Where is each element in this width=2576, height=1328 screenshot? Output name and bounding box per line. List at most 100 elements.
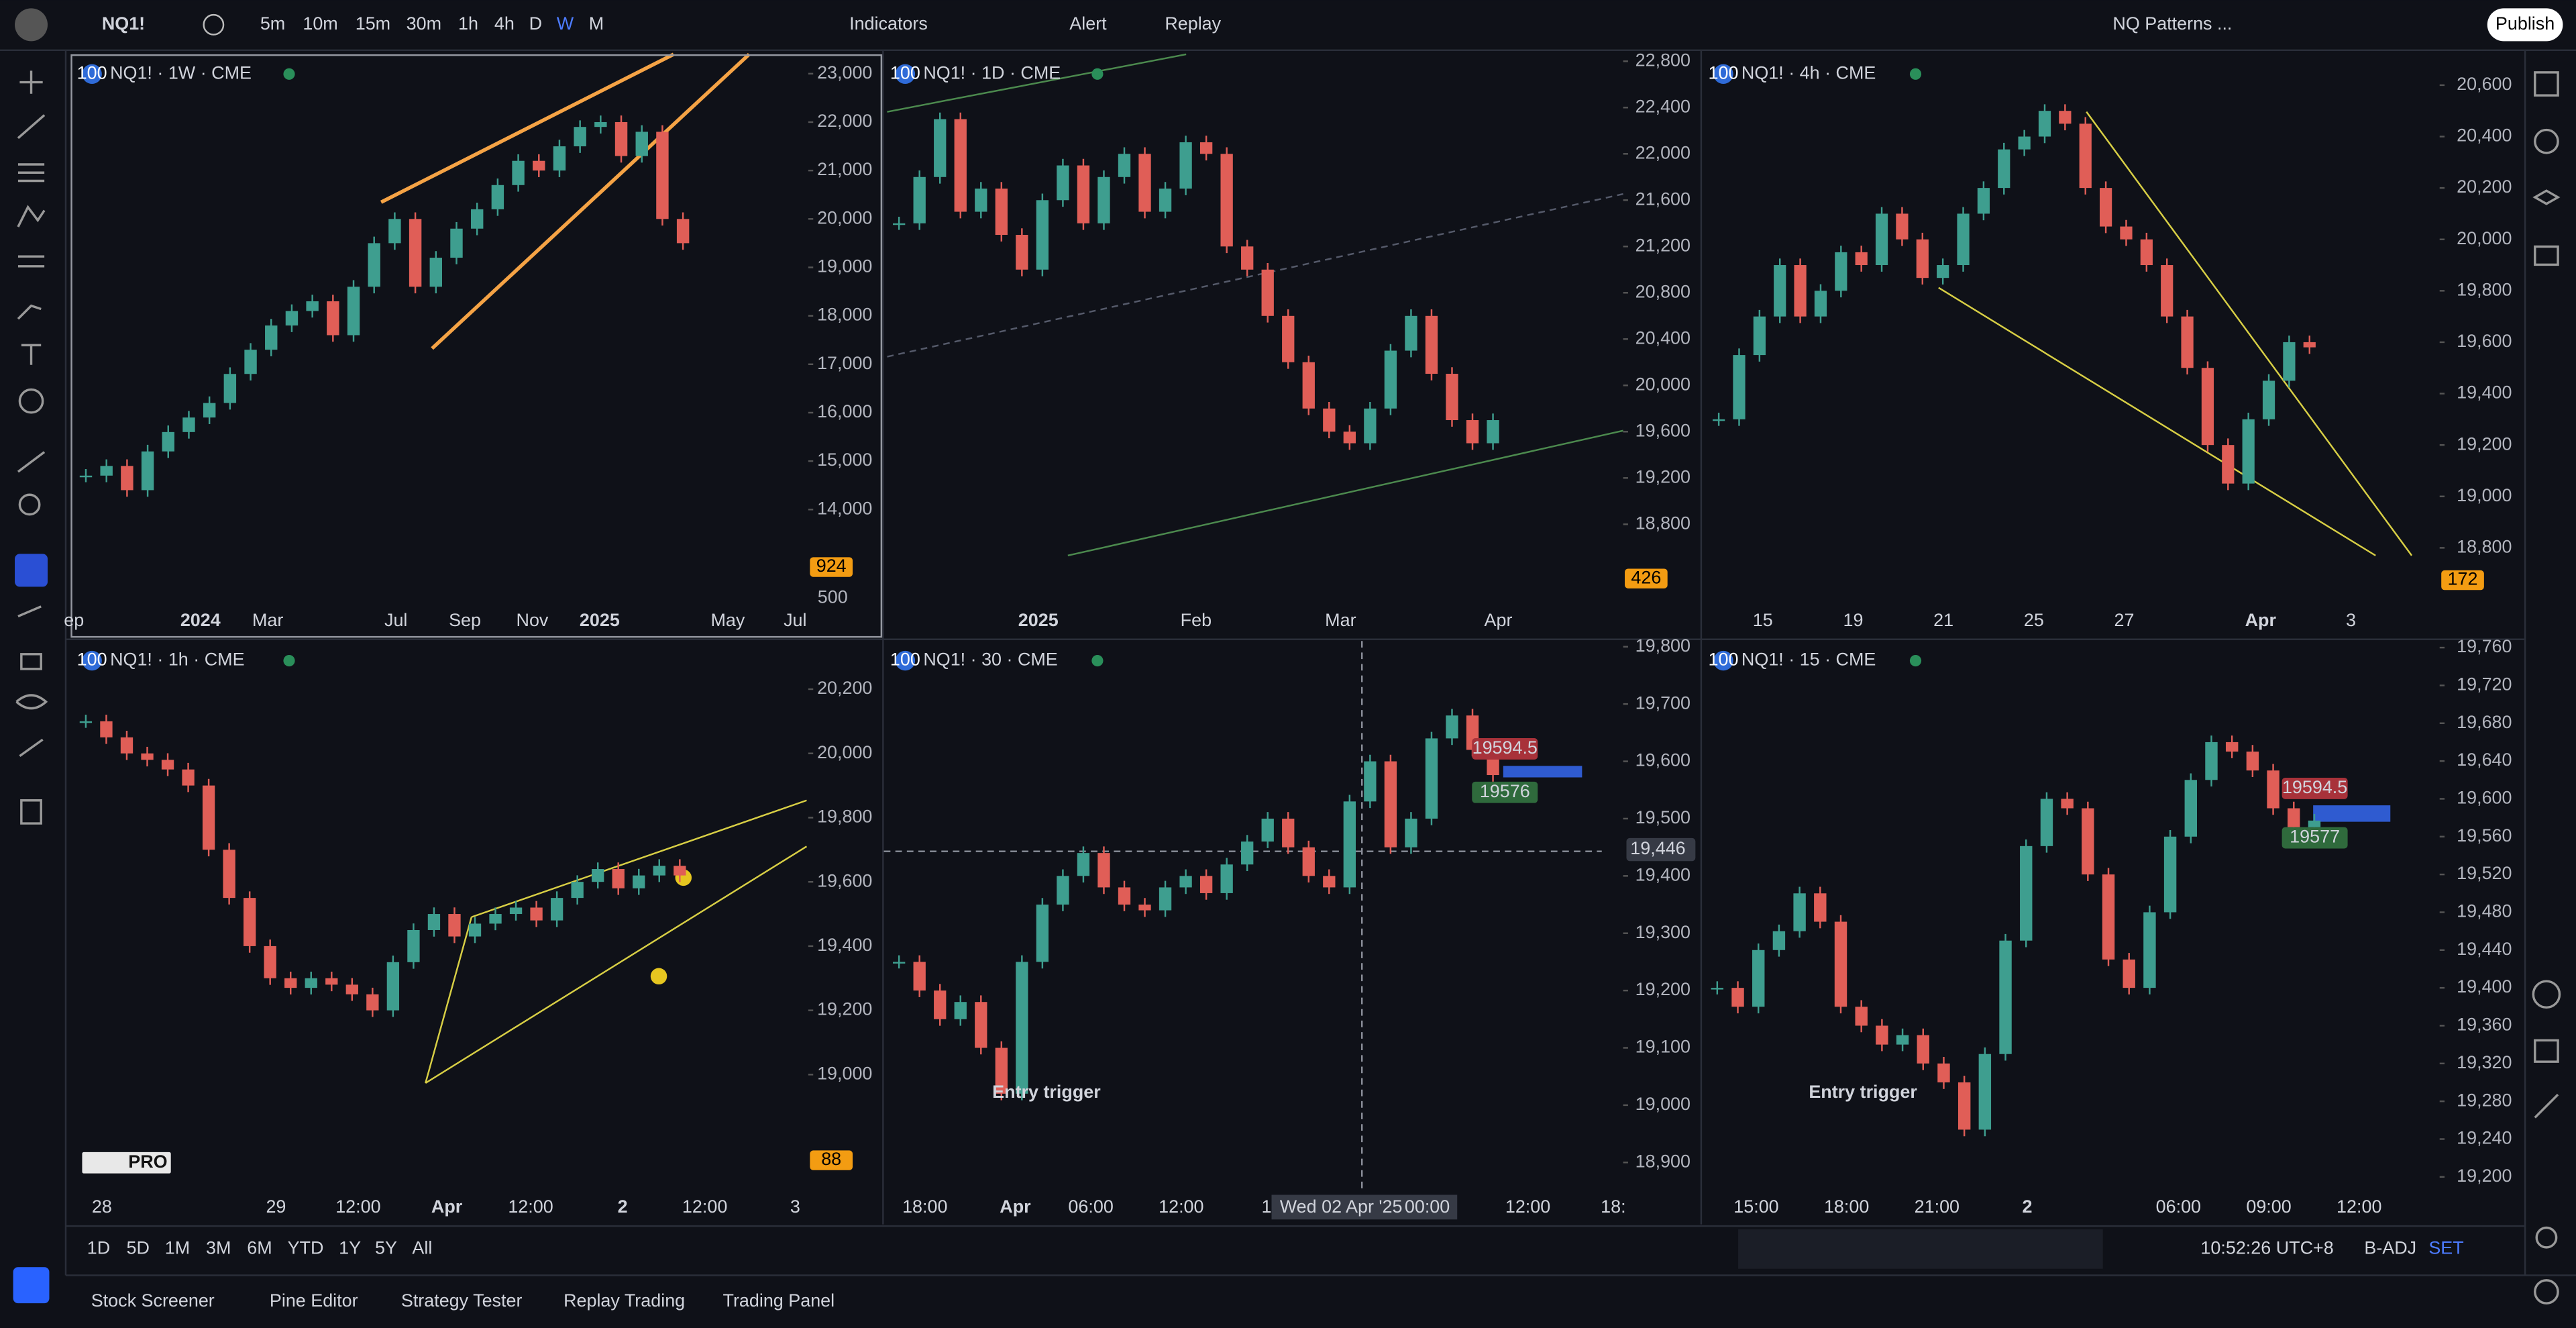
- y-tick-label: 19,500: [1635, 807, 1690, 827]
- panel-title[interactable]: NQ1! · 15 · CME: [1741, 650, 1876, 670]
- layout-name[interactable]: NQ Patterns ...: [2112, 13, 2232, 34]
- candle: [1772, 931, 1786, 950]
- candle: [2102, 874, 2115, 960]
- footer-tab[interactable]: Replay Trading: [564, 1290, 685, 1311]
- footer-tab[interactable]: Pine Editor: [270, 1290, 358, 1311]
- candle: [2099, 188, 2112, 227]
- interval[interactable]: 15m: [356, 13, 390, 34]
- x-tick-label: Feb: [1181, 610, 1212, 630]
- price-tag-label: 19576: [1480, 781, 1530, 801]
- footer-tab[interactable]: Stock Screener: [91, 1290, 215, 1311]
- interval[interactable]: 5m: [260, 13, 285, 34]
- y-tick-label: 19,320: [2457, 1052, 2512, 1072]
- candle: [653, 866, 665, 876]
- candle: [1752, 950, 1765, 1007]
- y-tick-label: 19,560: [2457, 825, 2512, 846]
- session[interactable]: SET: [2428, 1237, 2463, 1258]
- y-tick-label: 17,000: [817, 353, 872, 373]
- interval[interactable]: 4h: [494, 13, 515, 34]
- footer-tab[interactable]: Strategy Tester: [401, 1290, 523, 1311]
- y-tick-label: 19,200: [2457, 1166, 2512, 1186]
- candle: [448, 914, 461, 937]
- y-tick-label: 20,800: [1635, 281, 1690, 301]
- x-tick-label: 21: [1933, 610, 1953, 630]
- candle: [2038, 111, 2051, 137]
- badge: 100: [1709, 62, 1739, 83]
- candle: [2288, 808, 2300, 827]
- publish[interactable]: Publish: [2496, 13, 2555, 34]
- adjust[interactable]: B-ADJ: [2364, 1237, 2416, 1258]
- candle: [2079, 123, 2092, 189]
- favorites[interactable]: [13, 1267, 50, 1304]
- range-button[interactable]: All: [412, 1237, 432, 1258]
- indicators[interactable]: Indicators: [849, 13, 928, 34]
- candle: [1834, 921, 1847, 1007]
- magnet-active[interactable]: [15, 554, 48, 587]
- candle: [656, 132, 669, 219]
- interval[interactable]: D: [529, 13, 542, 34]
- candle: [975, 1002, 987, 1048]
- add-symbol[interactable]: [203, 13, 225, 36]
- panel-title[interactable]: NQ1! · 30 · CME: [923, 650, 1057, 670]
- candle: [1057, 165, 1069, 201]
- y-tick-label: 16,000: [817, 401, 872, 421]
- candle: [203, 403, 216, 418]
- candle: [1199, 876, 1213, 893]
- candle: [223, 850, 235, 899]
- y-tick-label: 14,000: [817, 498, 872, 518]
- candle: [1220, 864, 1233, 893]
- x-tick-label: 15:00: [1733, 1196, 1778, 1217]
- range-button[interactable]: 6M: [247, 1237, 272, 1258]
- candle: [120, 737, 133, 754]
- footer-tab[interactable]: Trading Panel: [723, 1290, 835, 1311]
- replay[interactable]: Replay: [1165, 13, 1221, 34]
- symbol[interactable]: NQ1!: [102, 13, 145, 34]
- y-tick-label: 20,000: [817, 207, 872, 227]
- x-tick-label: 09:00: [2246, 1196, 2291, 1217]
- candle: [182, 769, 195, 786]
- interval[interactable]: W: [557, 13, 574, 34]
- candle: [2242, 419, 2255, 484]
- x-tick-label: 29: [266, 1196, 286, 1217]
- avatar[interactable]: [15, 8, 48, 42]
- candle: [1282, 315, 1295, 362]
- alert[interactable]: Alert: [1069, 13, 1107, 34]
- candle: [2140, 239, 2153, 266]
- candle: [2246, 752, 2259, 771]
- candle: [954, 1002, 967, 1019]
- range-button[interactable]: 5Y: [375, 1237, 397, 1258]
- interval[interactable]: 1h: [458, 13, 478, 34]
- interval[interactable]: 10m: [303, 13, 337, 34]
- candle: [1282, 818, 1295, 848]
- status-dot: [1091, 655, 1104, 667]
- x-tick-label: 12:00: [335, 1196, 380, 1217]
- panel-title[interactable]: NQ1! · 1D · CME: [923, 62, 1061, 83]
- candle: [162, 431, 174, 452]
- candle: [285, 311, 299, 326]
- range-button[interactable]: 1Y: [339, 1237, 361, 1258]
- candle: [2143, 912, 2156, 988]
- candle: [429, 258, 443, 287]
- candle: [1446, 374, 1458, 421]
- range-button[interactable]: 1D: [87, 1237, 110, 1258]
- candle: [327, 301, 339, 336]
- interval[interactable]: M: [589, 13, 604, 34]
- y-tick-label: 19,720: [2457, 674, 2512, 695]
- logo-box: [82, 1152, 171, 1174]
- publish-button[interactable]: [2487, 8, 2563, 42]
- range-button[interactable]: 3M: [206, 1237, 231, 1258]
- panel-title[interactable]: NQ1! · 1W · CME: [110, 62, 252, 83]
- panel-title[interactable]: NQ1! · 1h · CME: [110, 650, 244, 670]
- candle: [612, 869, 625, 888]
- panel-title[interactable]: NQ1! · 4h · CME: [1741, 62, 1876, 83]
- x-tick-label: 2025: [580, 610, 620, 630]
- range-button[interactable]: YTD: [288, 1237, 324, 1258]
- crosshair-label: 19,446: [1630, 838, 1685, 858]
- y-tick-label: 22,000: [817, 111, 872, 131]
- range-button[interactable]: 1M: [165, 1237, 190, 1258]
- candle: [223, 374, 237, 403]
- candle: [913, 176, 926, 223]
- interval[interactable]: 30m: [407, 13, 441, 34]
- range-button[interactable]: 5D: [127, 1237, 150, 1258]
